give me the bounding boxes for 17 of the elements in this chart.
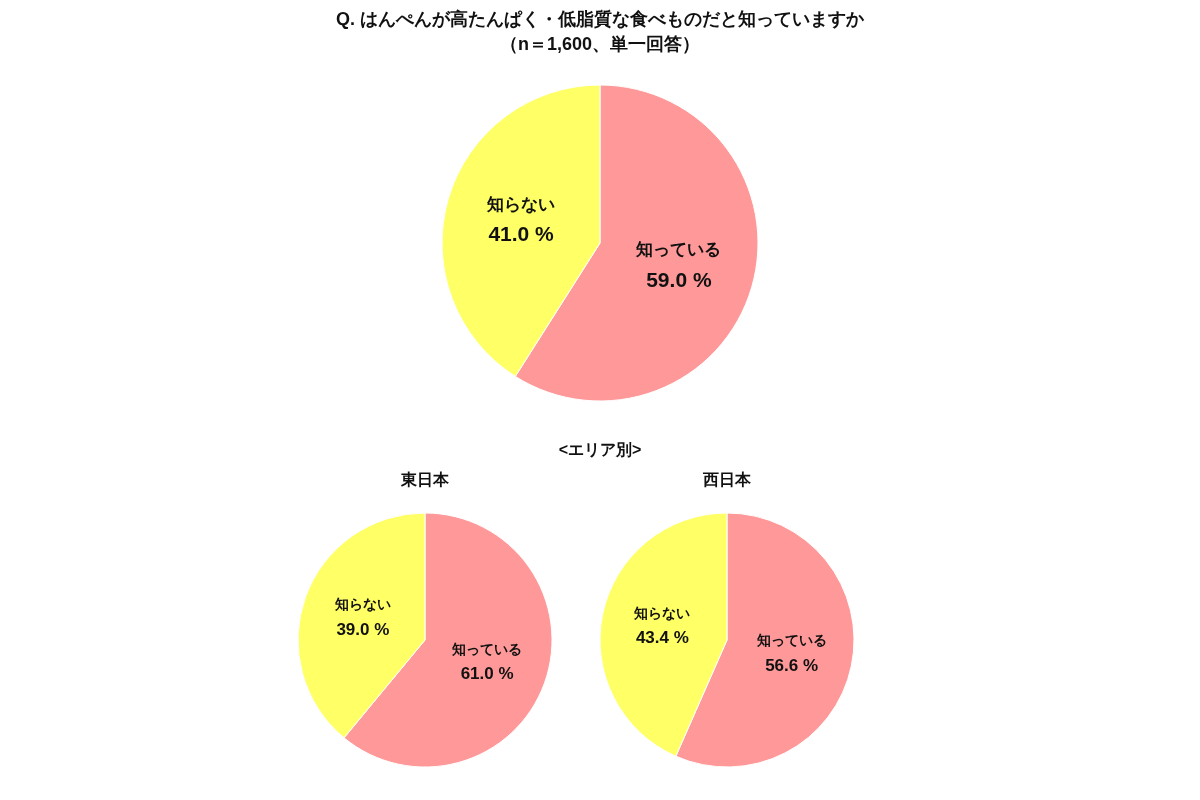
text: <エリア別> [558, 441, 642, 458]
slice-label: 知らない [486, 194, 556, 214]
slice-label: 知っている [635, 240, 722, 260]
slice-label: 知らない [633, 604, 691, 621]
data-label: 59.0 % [646, 267, 712, 291]
chart-subtitle: （n＝1,600、単一回答） [499, 34, 701, 54]
chart-title: 東日本 [400, 471, 450, 488]
slice-label: 知っている [755, 632, 827, 649]
data-label: 61.0 % [460, 664, 514, 684]
data-label: 43.4 % [635, 628, 689, 648]
chart-title: Q. はんぺんが高たんぱく・低脂質な食べものだと知っていますか [335, 9, 865, 29]
data-label: 56.6 % [765, 655, 819, 675]
data-label: 41.0 % [488, 222, 555, 246]
chart-title: 西日本 [702, 471, 752, 488]
slice-label: 知らない [333, 596, 391, 613]
data-label: 39.0 % [336, 619, 390, 639]
slice-label: 知っている [451, 640, 523, 657]
